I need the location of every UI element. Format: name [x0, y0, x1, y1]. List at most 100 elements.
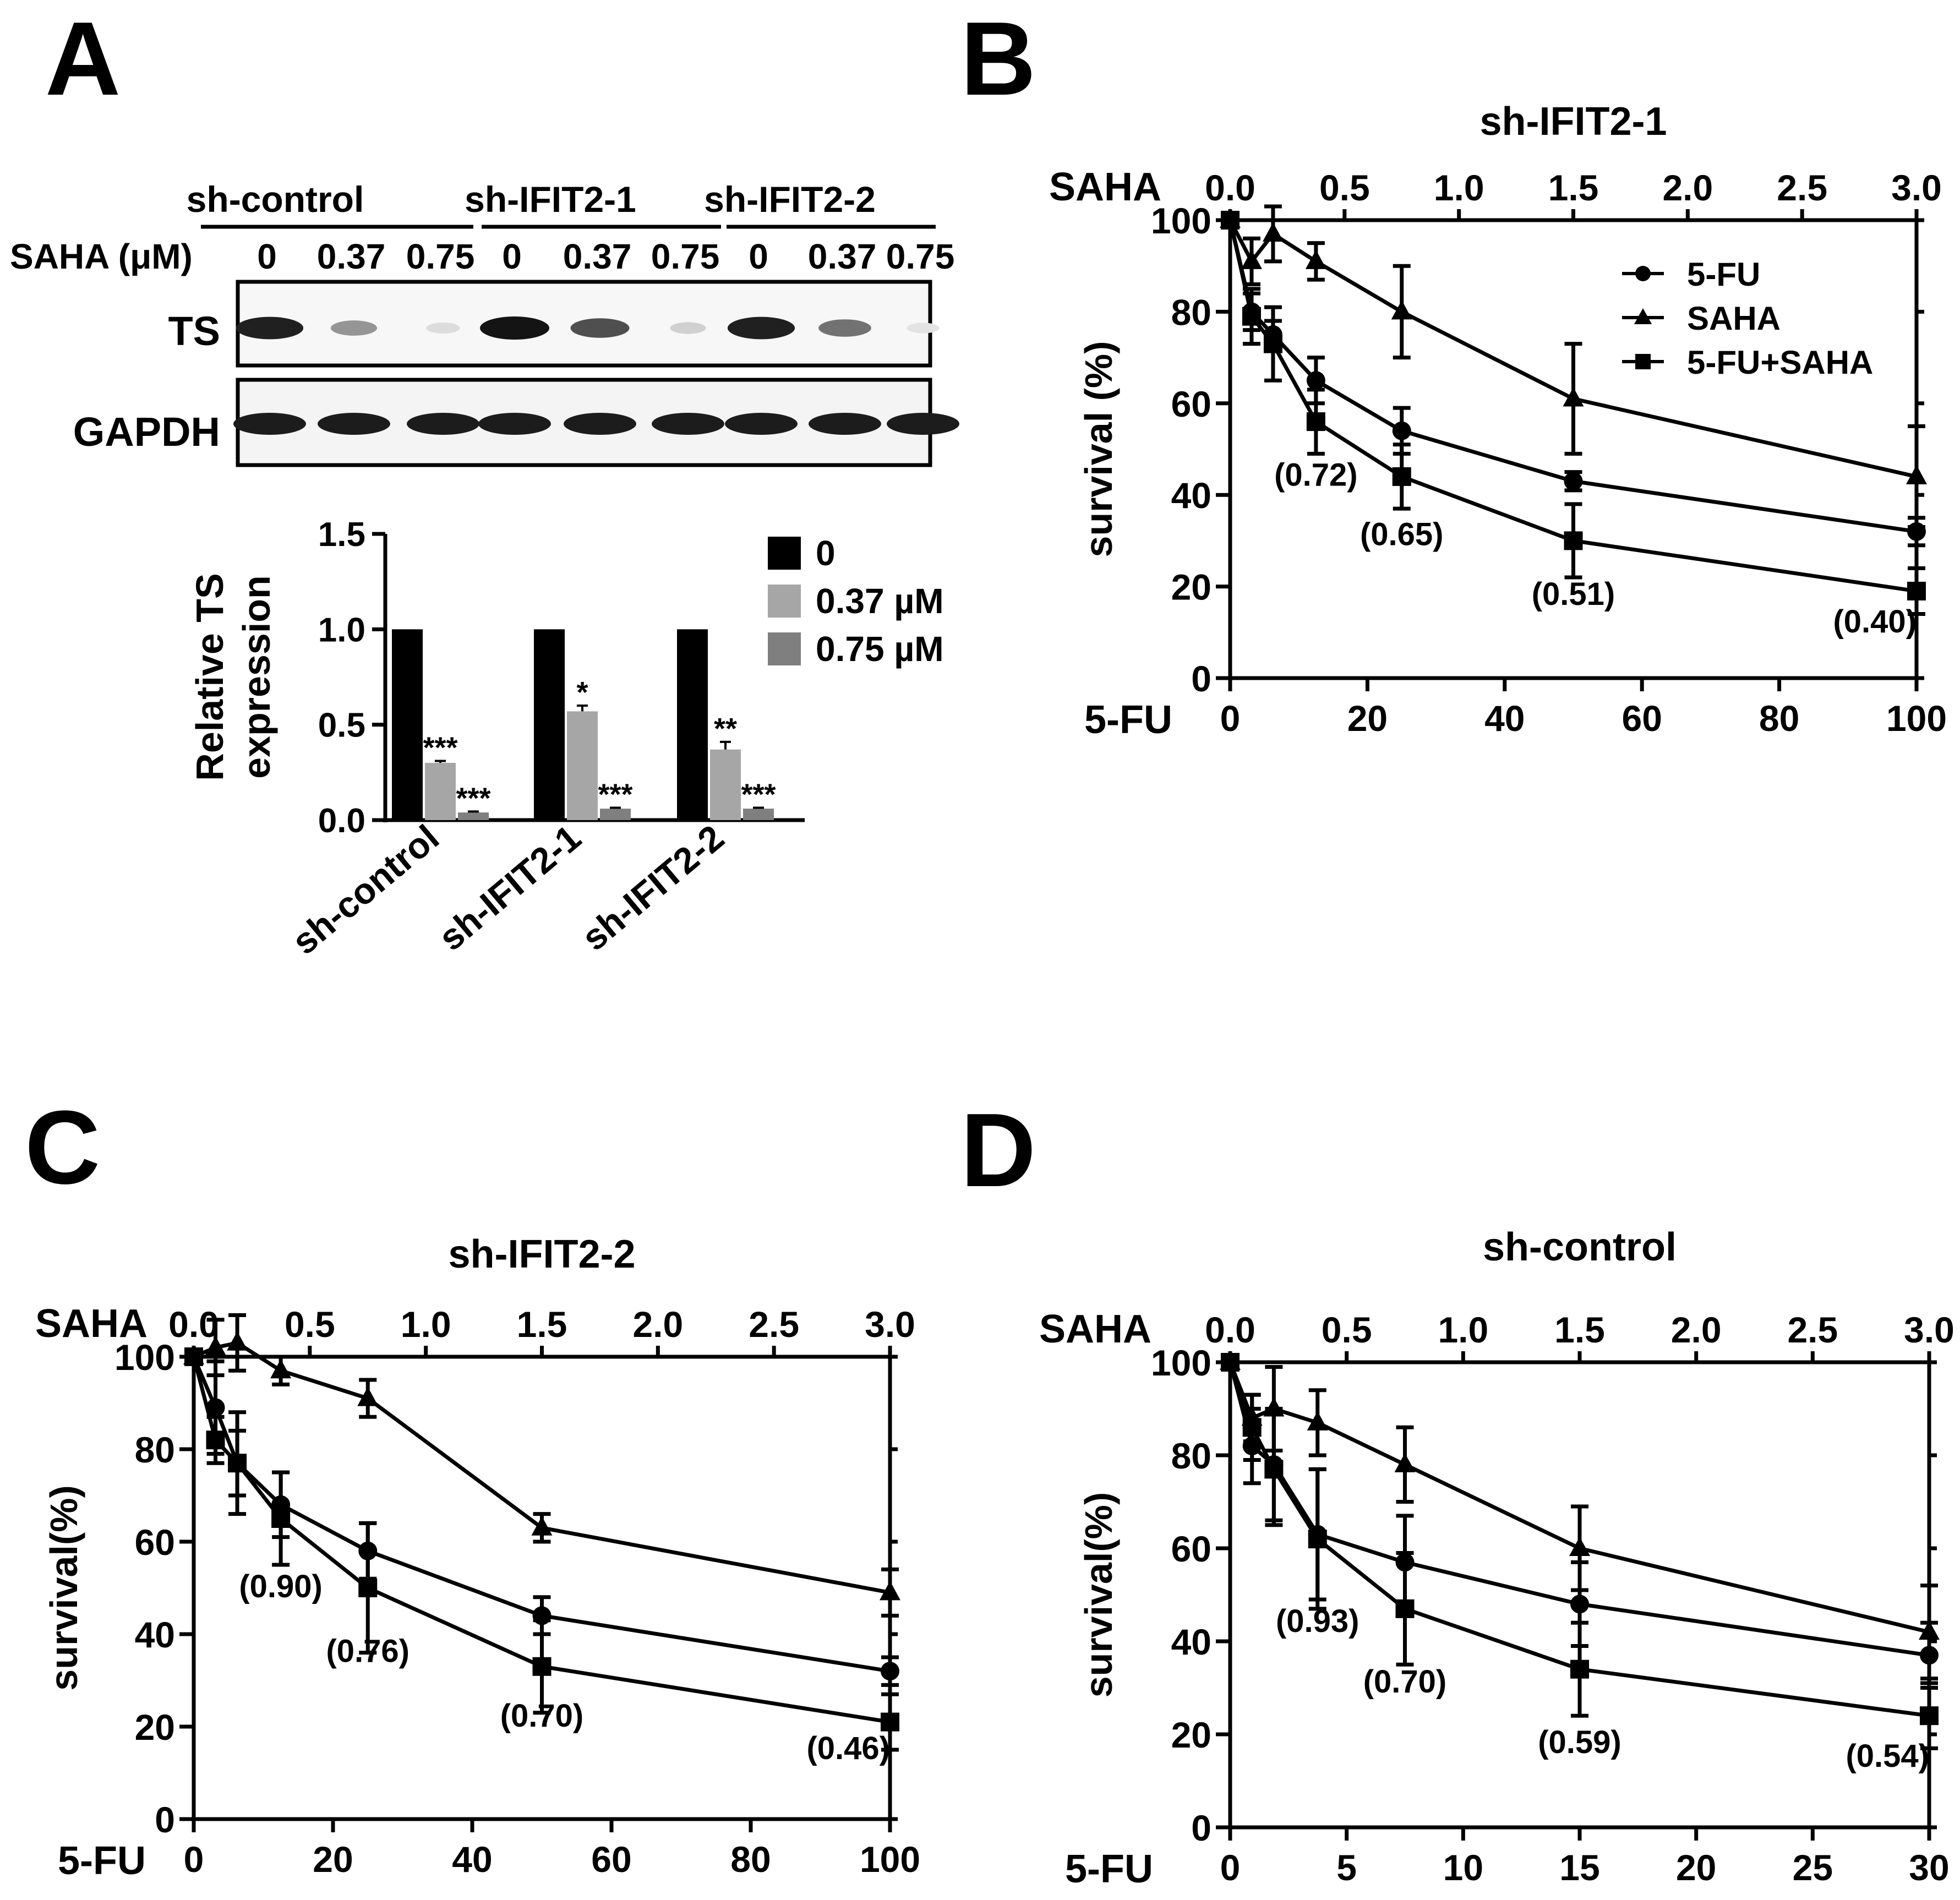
blot-group-label: sh-IFIT2-2 — [704, 179, 876, 220]
bar — [677, 629, 708, 820]
blot-lane-label: 0.37 — [317, 237, 386, 276]
legend-label: SAHA — [1687, 300, 1781, 337]
top-axis-label: SAHA — [1049, 165, 1161, 209]
data-point-square — [184, 1347, 203, 1366]
y-axis-label: Relative TS — [188, 573, 231, 780]
data-point-square — [1564, 531, 1583, 550]
data-point-circle — [1570, 1595, 1589, 1614]
x-axis-label: 5-FU — [1084, 698, 1172, 742]
chart-title: sh-IFIT2-2 — [448, 1232, 635, 1276]
data-point-square — [206, 1431, 225, 1450]
data-point-square — [1242, 307, 1261, 326]
blot-gapdh-bands — [233, 413, 959, 435]
legend-swatch — [768, 632, 801, 665]
gapdh-band — [652, 413, 724, 435]
ci-label: (0.72) — [1274, 457, 1358, 493]
blot-group-label: sh-IFIT2-1 — [465, 179, 636, 220]
data-point-square — [1920, 1706, 1939, 1726]
ci-label: (0.93) — [1276, 1603, 1360, 1639]
ci-label: (0.40) — [1833, 604, 1917, 640]
gapdh-band — [809, 413, 881, 435]
bar — [392, 629, 423, 820]
gapdh-band — [564, 413, 636, 435]
blot-lane-label: 0 — [502, 237, 522, 276]
y-tick-label: 60 — [1171, 384, 1211, 424]
y-tick-label: 0.5 — [318, 707, 365, 745]
data-point-square — [1570, 1659, 1589, 1679]
y-axis-label: survival(%) — [1077, 1492, 1120, 1697]
data-point-square — [1306, 412, 1325, 432]
gapdh-band — [407, 413, 479, 435]
gapdh-band — [478, 413, 551, 435]
y-tick-label: 40 — [135, 1614, 175, 1655]
data-point-triangle — [1262, 222, 1284, 242]
x-tick-label: 20 — [1676, 1847, 1716, 1888]
data-point-square — [358, 1579, 378, 1597]
legend-label: 0.37 µM — [816, 581, 944, 621]
gapdh-band — [233, 413, 306, 435]
y-tick-label: 0 — [1191, 658, 1211, 699]
x-tick-label: 40 — [1484, 698, 1525, 739]
ci-label: (0.59) — [1538, 1724, 1621, 1760]
y-tick-label: 60 — [1171, 1528, 1211, 1569]
bar — [710, 749, 741, 820]
ci-label: (0.46) — [806, 1730, 890, 1766]
y-tick-label: 20 — [1171, 1715, 1211, 1755]
legend-label: 0 — [816, 533, 836, 573]
top-tick-label: 2.0 — [632, 1304, 683, 1345]
data-point-triangle — [880, 1581, 900, 1601]
blot-lane-label: 0 — [749, 237, 768, 276]
gapdh-band — [887, 413, 959, 435]
data-point-circle — [1392, 421, 1411, 440]
x-category-label: sh-IFIT2-2 — [574, 817, 731, 958]
significance-label: *** — [741, 778, 776, 811]
data-point-triangle — [1241, 249, 1262, 269]
data-point-triangle — [1391, 300, 1412, 320]
data-point-square — [228, 1454, 247, 1473]
top-axis-label: SAHA — [35, 1302, 148, 1346]
blot-group-label: sh-control — [187, 179, 364, 220]
top-tick-label: 0.0 — [168, 1304, 219, 1345]
data-point-triangle — [1305, 249, 1326, 269]
x-tick-label: 80 — [1759, 698, 1799, 739]
bar — [567, 711, 598, 820]
ci-label: (0.76) — [326, 1633, 410, 1669]
x-tick-label: 100 — [1886, 698, 1947, 739]
data-point-square — [1395, 1599, 1415, 1618]
blot-ts-bands — [236, 316, 940, 340]
y-tick-label: 0 — [155, 1799, 175, 1840]
top-tick-label: 1.5 — [517, 1304, 567, 1345]
legend-marker — [1635, 266, 1651, 281]
data-point-circle — [1306, 371, 1325, 390]
top-tick-label: 1.0 — [1438, 1309, 1488, 1350]
x-tick-label: 20 — [1347, 698, 1388, 739]
ci-label: (0.54) — [1846, 1738, 1929, 1774]
bar — [425, 763, 456, 820]
ts-band — [330, 320, 378, 336]
blot-lane-label: 0.75 — [406, 237, 475, 276]
ts-band — [480, 316, 549, 340]
blot-row-label-ts: TS — [168, 308, 220, 354]
ts-band — [907, 323, 940, 334]
chart-title: sh-IFIT2-1 — [1479, 100, 1667, 144]
data-point-circle — [1564, 472, 1583, 491]
data-point-triangle — [1919, 1620, 1940, 1640]
legend-label: 5-FU+SAHA — [1687, 344, 1873, 381]
top-tick-label: 0.0 — [1205, 1309, 1255, 1350]
top-tick-label: 3.0 — [1891, 167, 1942, 208]
y-tick-label: 0.0 — [318, 802, 365, 840]
x-tick-label: 10 — [1443, 1847, 1483, 1888]
y-tick-label: 1.0 — [318, 611, 365, 649]
y-tick-label: 80 — [1171, 292, 1211, 332]
legend-label: 5-FU — [1687, 256, 1760, 293]
data-point-triangle — [1394, 1453, 1416, 1472]
x-tick-label: 100 — [860, 1839, 920, 1880]
x-axis-label: 5-FU — [58, 1839, 146, 1883]
top-tick-label: 1.0 — [1434, 167, 1484, 208]
gapdh-band — [318, 413, 390, 435]
top-tick-label: 0.0 — [1205, 167, 1255, 208]
top-tick-label: 2.0 — [1671, 1309, 1722, 1350]
panel-d: Dsh-control 0 20 40 60 80 100 0 5 10 15 20 25 30 0.0 0.… — [960, 1092, 1954, 1891]
